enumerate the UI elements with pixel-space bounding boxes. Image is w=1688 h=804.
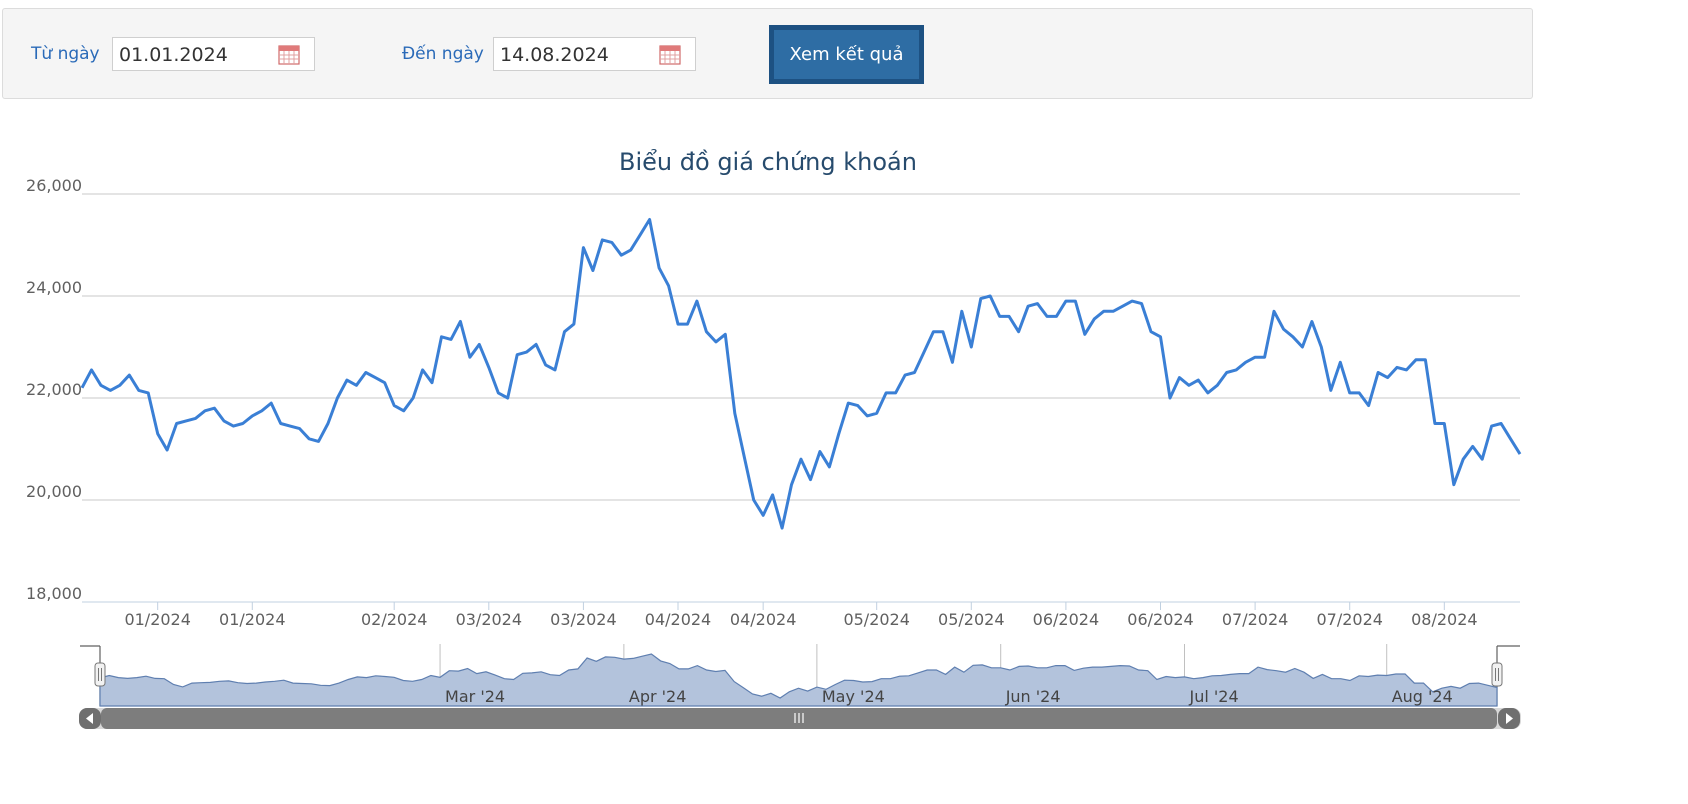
to-date-label: Đến ngày [402,44,484,64]
x-axis: 01/2024 01/2024 02/2024 03/2024 03/2024 04/20… [82,601,1520,629]
navigator-date-label: Jul '24 [1189,687,1239,706]
range-handle[interactable] [1491,662,1503,687]
x-tick-label: 05/2024 [938,610,1004,629]
navigator-date-label: Apr '24 [629,687,687,706]
price-chart: Biểu đồ giá chứng khoán 26,000 24,000 22,0… [26,148,1522,729]
x-tick-label: 06/2024 [1127,610,1193,629]
calendar-icon[interactable] [278,43,300,65]
chart-title: Biểu đồ giá chứng khoán [619,148,917,176]
y-tick-label: 22,000 [26,380,82,399]
navigator-date-label: Jun '24 [1005,687,1061,706]
from-date-label: Từ ngày [31,44,100,64]
x-tick-label: 01/2024 [219,610,285,629]
range-handle[interactable] [94,662,106,687]
x-tick-label: 04/2024 [645,610,711,629]
y-tick-label: 20,000 [26,482,82,501]
view-results-label: Xem kết quả [774,30,919,79]
x-tick-label: 07/2024 [1316,610,1382,629]
arrow-right-icon [1506,713,1513,724]
y-axis: 26,000 24,000 22,000 20,000 18,000 [26,176,82,603]
view-results-button[interactable]: Xem kết quả [769,25,924,84]
navigator[interactable]: Mar '24 Apr '24 May '24 Jun '24 Jul '24 Aug '… [79,644,1521,729]
x-tick-label: 03/2024 [456,610,522,629]
x-tick-label: 01/2024 [124,610,190,629]
from-date-input[interactable]: 01.01.2024 [112,37,315,71]
navigator-date-label: May '24 [822,687,885,706]
y-tick-label: 24,000 [26,278,82,297]
navigator-date-label: Aug '24 [1392,687,1453,706]
calendar-icon[interactable] [659,43,681,65]
navigator-date-label: Mar '24 [445,687,505,706]
to-date-input[interactable]: 14.08.2024 [493,37,696,71]
arrow-left-icon [86,713,93,724]
x-tick-label: 03/2024 [550,610,616,629]
y-tick-label: 26,000 [26,176,82,195]
price-series-line [80,218,1522,530]
x-tick-label: 04/2024 [730,610,796,629]
x-tick-label: 06/2024 [1033,610,1099,629]
x-tick-label: 05/2024 [843,610,909,629]
navigator-series-area [99,653,1498,707]
navigator-scrollbar[interactable] [79,708,1521,729]
y-tick-label: 18,000 [26,584,82,603]
from-date-value: 01.01.2024 [119,44,228,66]
x-tick-label: 02/2024 [361,610,427,629]
x-tick-label: 07/2024 [1222,610,1288,629]
to-date-value: 14.08.2024 [500,44,609,66]
date-filter-panel: Từ ngày 01.01.2024 Đến ngày 14.08.2024 X… [2,8,1533,99]
x-tick-label: 08/2024 [1411,610,1477,629]
grid-layer [82,193,1520,603]
